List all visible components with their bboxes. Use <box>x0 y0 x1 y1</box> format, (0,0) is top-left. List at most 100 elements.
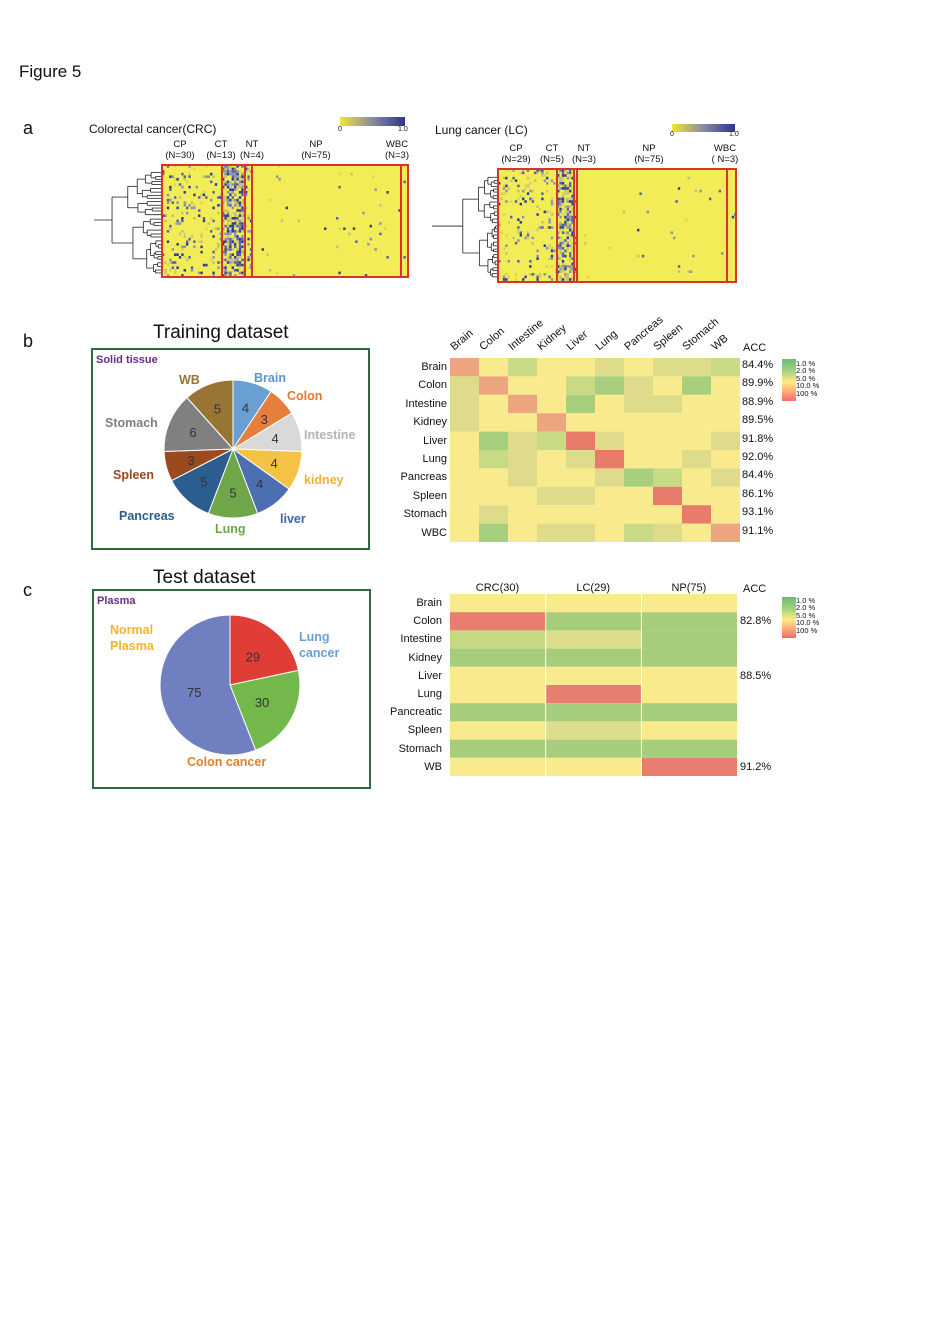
heatmap-cell <box>222 266 225 269</box>
heatmap-cell <box>510 215 513 219</box>
heatmap-cell <box>229 193 232 197</box>
heatmap-cell <box>162 214 165 217</box>
test-acc-value: 88.5% <box>740 669 772 682</box>
heatmap-cell <box>222 219 225 223</box>
heatmap-cell <box>564 252 567 255</box>
heatmap-cell <box>181 219 184 223</box>
heatmap-cell <box>524 200 527 203</box>
heatmap-cell <box>226 258 230 262</box>
heatmap-cell <box>222 198 225 202</box>
training-legend-bar <box>782 359 796 401</box>
test-row-label: Lung <box>417 688 442 700</box>
heatmap-cell <box>548 210 551 214</box>
heatmap-cell <box>226 245 230 249</box>
heatmap-cell <box>166 263 170 267</box>
heatmap-cell <box>524 184 527 188</box>
heatmap-cell <box>188 165 191 168</box>
pie-label-lung-cancer: Lung cancer <box>299 630 340 660</box>
heatmap-cell <box>176 253 179 256</box>
heatmap-cell <box>561 278 565 281</box>
heatmap-cell <box>198 196 201 199</box>
heatmap-cell <box>241 235 244 238</box>
heatmap-cell <box>571 267 574 271</box>
heatmap-cell <box>559 205 562 208</box>
heatmap-cell <box>234 180 237 184</box>
heatmap-cell <box>559 252 562 255</box>
heatmap-cell <box>229 167 232 171</box>
heatmap-cell <box>574 241 577 245</box>
heatmap-cell <box>519 171 522 175</box>
heatmap-cell <box>226 201 230 204</box>
heatmap-cell <box>241 240 244 243</box>
panel-letter-c: c <box>23 580 32 600</box>
matrix-cell <box>682 431 711 450</box>
lc-heatmap-background <box>498 169 736 282</box>
heatmap-cell <box>190 206 194 210</box>
heatmap-cell <box>236 188 239 191</box>
heatmap-cell <box>236 222 239 225</box>
pie-slice-normal-plasma <box>159 614 257 756</box>
heatmap-cell <box>343 227 346 230</box>
heatmap-cell <box>236 250 239 254</box>
heatmap-cell <box>561 202 565 206</box>
matrix-cell <box>624 358 653 377</box>
heatmap-cell <box>234 222 237 225</box>
test-acc-value: 82.8% <box>740 615 772 627</box>
heatmap-cell <box>222 167 225 171</box>
training-row-label: Pancreas <box>400 471 447 484</box>
heatmap-cell <box>241 198 244 202</box>
heatmap-cell <box>502 192 506 195</box>
heatmap-cell <box>210 258 213 262</box>
heatmap-cell <box>236 214 239 217</box>
panel-letter-b: b <box>23 331 34 351</box>
heatmap-cell <box>238 183 242 186</box>
training-acc-value: 91.8% <box>742 432 774 445</box>
heatmap-cell <box>231 237 234 241</box>
heatmap-cell <box>557 273 560 276</box>
matrix-cell <box>450 431 479 450</box>
heatmap-cell <box>219 204 222 207</box>
heatmap-cell <box>586 275 589 279</box>
heatmap-cell <box>559 265 562 268</box>
heatmap-cell <box>166 201 170 204</box>
heatmap-cell <box>231 170 234 173</box>
heatmap-cell <box>224 196 227 199</box>
heatmap-cell <box>557 236 560 240</box>
heatmap-cell <box>234 263 237 267</box>
heatmap-cell <box>559 244 562 247</box>
heatmap-cell <box>234 198 237 202</box>
heatmap-cell <box>687 176 690 180</box>
matrix-cell <box>545 612 642 631</box>
heatmap-cell <box>548 257 551 260</box>
heatmap-cell <box>241 204 244 207</box>
heatmap-cell <box>517 231 520 234</box>
heatmap-cell <box>234 245 237 249</box>
heatmap-cell <box>238 170 242 173</box>
pie-slice-value: 29 <box>246 650 260 665</box>
heatmap-cell <box>181 274 184 277</box>
matrix-cell <box>682 358 711 377</box>
heatmap-cell <box>236 165 239 168</box>
heatmap-cell <box>190 201 194 204</box>
matrix-cell <box>624 376 653 395</box>
heatmap-cell <box>548 218 551 221</box>
heatmap-cell <box>202 219 206 223</box>
training-row-label: WBC <box>421 526 447 539</box>
heatmap-cell <box>238 185 242 189</box>
heatmap-cell <box>193 193 196 197</box>
heatmap-cell <box>229 201 232 204</box>
matrix-cell <box>711 431 740 450</box>
heatmap-cell <box>171 266 174 269</box>
heatmap-cell <box>569 171 572 175</box>
heatmap-cell <box>566 184 569 188</box>
heatmap-cell <box>571 247 574 250</box>
heatmap-cell <box>569 228 572 232</box>
matrix-cell <box>508 431 537 450</box>
heatmap-cell <box>238 240 242 243</box>
heatmap-cell <box>571 187 574 190</box>
heatmap-cell <box>510 200 513 203</box>
heatmap-cell <box>498 260 501 263</box>
training-column-label: Colon <box>477 325 508 353</box>
heatmap-cell <box>241 193 244 197</box>
heatmap-cell <box>564 231 567 234</box>
